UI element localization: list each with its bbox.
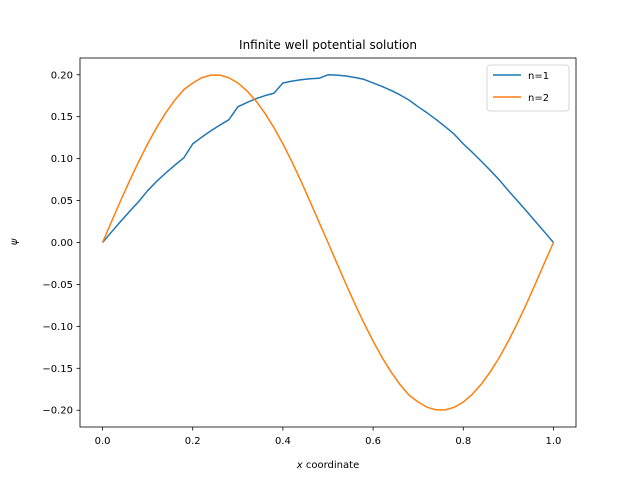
y-tick-label: 0.20	[51, 70, 73, 81]
x-axis-label-var: x	[296, 460, 303, 471]
y-tick-label: 0.15	[51, 112, 73, 123]
series-line-n1	[101, 74, 555, 243]
y-tick-label: −0.10	[42, 322, 73, 333]
x-tick-label: 0.8	[455, 436, 471, 447]
x-tick-label: 0.4	[275, 436, 291, 447]
y-tick-label: −0.05	[42, 280, 73, 291]
x-axis-ticks: 0.0 0.2 0.4 0.6 0.8 1.0	[95, 427, 562, 447]
y-tick-label: 0.10	[51, 154, 73, 165]
plot-frame	[79, 57, 577, 428]
legend: n=1 n=2	[486, 64, 570, 112]
legend-label-n2: n=2	[528, 93, 549, 104]
y-axis-label: ψ	[9, 238, 20, 245]
y-tick-label: −0.20	[42, 406, 73, 417]
x-axis-label-rest: coordinate	[303, 460, 360, 471]
x-tick-label: 1.0	[546, 436, 562, 447]
series-group	[101, 74, 555, 411]
legend-label-n1: n=1	[528, 71, 549, 82]
y-axis-ticks: −0.20 −0.15 −0.10 −0.05 0.00 0.05 0.10 0.15 0.20	[42, 70, 80, 417]
y-tick-label: 0.05	[51, 196, 73, 207]
x-tick-label: 0.0	[95, 436, 111, 447]
x-tick-label: 0.6	[365, 436, 381, 447]
y-tick-label: −0.15	[42, 364, 73, 375]
chart-title: Infinite well potential solution	[239, 38, 417, 52]
series-line-n2	[101, 74, 555, 411]
y-tick-label: 0.00	[51, 238, 73, 249]
x-axis-label: x coordinate	[296, 460, 359, 471]
x-tick-label: 0.2	[185, 436, 201, 447]
legend-box	[486, 64, 570, 112]
